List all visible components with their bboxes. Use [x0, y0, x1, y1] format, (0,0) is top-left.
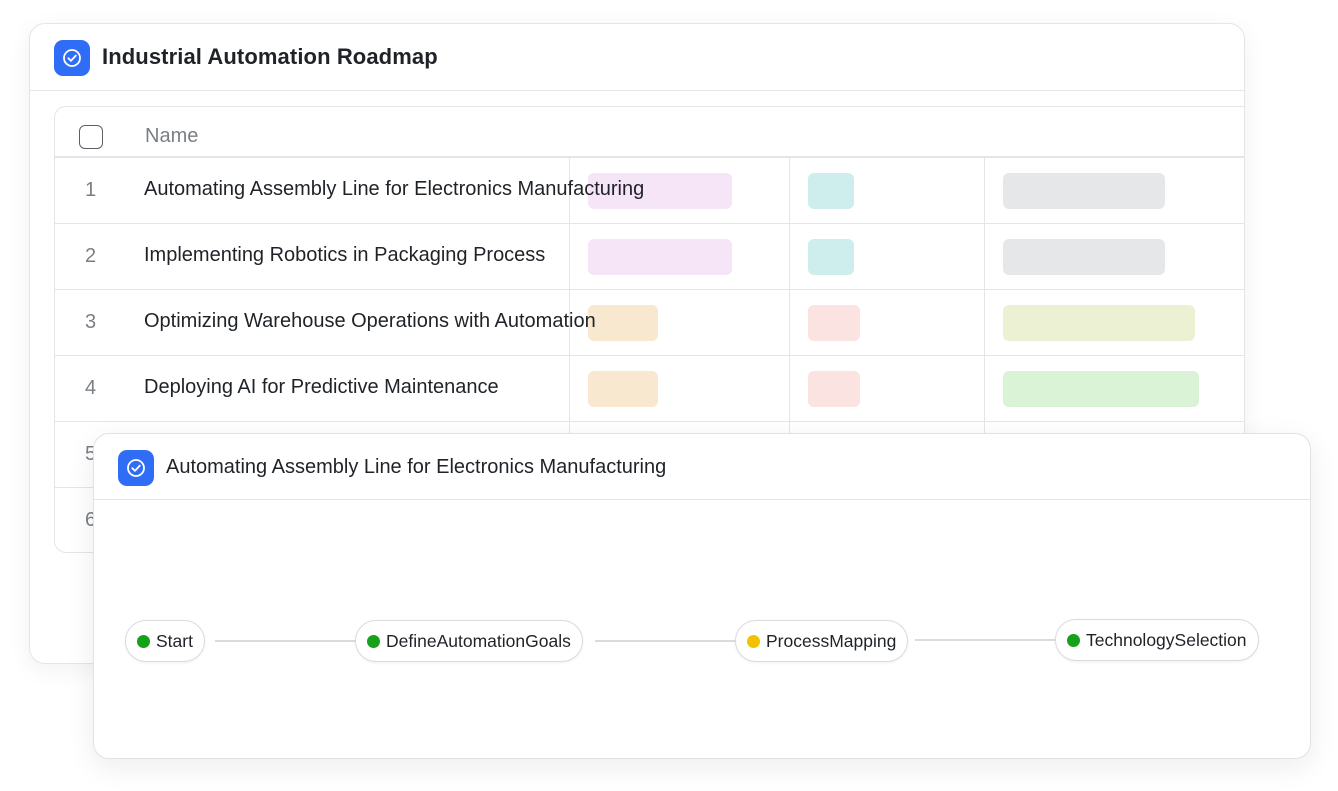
detail-header: Automating Assembly Line for Electronics…: [94, 434, 1310, 500]
check-circle-icon: [54, 40, 90, 76]
flow-node-start[interactable]: Start: [125, 620, 205, 662]
row-name[interactable]: Optimizing Warehouse Operations with Aut…: [144, 310, 596, 332]
page-title: Industrial Automation Roadmap: [102, 44, 438, 69]
table-row[interactable]: 6: [55, 488, 1244, 552]
flow-node-process-mapping[interactable]: ProcessMapping: [735, 620, 909, 662]
tag-pill-olive[interactable]: [1003, 305, 1195, 341]
table-row[interactable]: 3 Optimizing Warehouse Operations with A…: [55, 290, 1244, 356]
tag-pill-green[interactable]: [1003, 371, 1199, 407]
row-number: 3: [85, 311, 97, 333]
table-header: Name: [55, 107, 1244, 158]
row-number: 2: [85, 245, 97, 267]
flow-node-label: ProcessMapping: [766, 630, 897, 651]
flow-node-label: TechnologySelection: [1086, 629, 1247, 650]
tag-pill-gray[interactable]: [1003, 173, 1165, 209]
flow-node-label: DefineAutomationGoals: [386, 630, 571, 651]
tag-pill-pink[interactable]: [588, 173, 732, 209]
status-dot: [137, 634, 150, 648]
tag-pill-orange[interactable]: [588, 371, 658, 407]
flow-node-label: Start: [156, 630, 193, 651]
detail-title: Automating Assembly Line for Electronics…: [166, 456, 667, 478]
column-header-name[interactable]: Name: [145, 125, 199, 147]
flow-node-define-automation-goals[interactable]: DefineAutomationGoals: [355, 620, 583, 662]
tag-pill-gray[interactable]: [1003, 239, 1165, 275]
table-row[interactable]: 2 Implementing Robotics in Packaging Pro…: [55, 224, 1244, 290]
flow-connector: [595, 640, 737, 642]
table-row[interactable]: 4 Deploying AI for Predictive Maintenanc…: [55, 356, 1244, 422]
column-divider: [789, 158, 790, 552]
status-dot: [1067, 633, 1080, 647]
roadmap-header: Industrial Automation Roadmap: [30, 24, 1244, 91]
column-divider: [569, 158, 570, 552]
check-circle-icon: [118, 450, 154, 486]
row-number: 6: [85, 509, 97, 531]
flow-connector: [915, 639, 1057, 641]
tag-pill-red[interactable]: [808, 305, 860, 341]
row-name[interactable]: Implementing Robotics in Packaging Proce…: [144, 244, 546, 266]
flow-connector: [215, 640, 356, 642]
tag-pill-pink[interactable]: [588, 239, 732, 275]
status-dot: [747, 634, 760, 648]
select-all-checkbox[interactable]: [79, 125, 103, 149]
row-name[interactable]: Deploying AI for Predictive Maintenance: [144, 376, 499, 398]
row-number: 1: [85, 179, 97, 201]
row-name[interactable]: Automating Assembly Line for Electronics…: [144, 178, 645, 200]
flow-node-technology-selection[interactable]: TechnologySelection: [1055, 619, 1259, 661]
tag-pill-orange[interactable]: [588, 305, 658, 341]
table-row[interactable]: 1 Automating Assembly Line for Electroni…: [55, 158, 1244, 224]
status-dot: [367, 634, 380, 648]
tag-pill-red[interactable]: [808, 371, 860, 407]
column-divider: [984, 158, 985, 552]
detail-window: Automating Assembly Line for Electronics…: [93, 433, 1311, 759]
tag-pill-teal[interactable]: [808, 239, 854, 275]
row-number: 4: [85, 377, 97, 399]
row-number: 5: [85, 443, 97, 465]
tag-pill-teal[interactable]: [808, 173, 854, 209]
